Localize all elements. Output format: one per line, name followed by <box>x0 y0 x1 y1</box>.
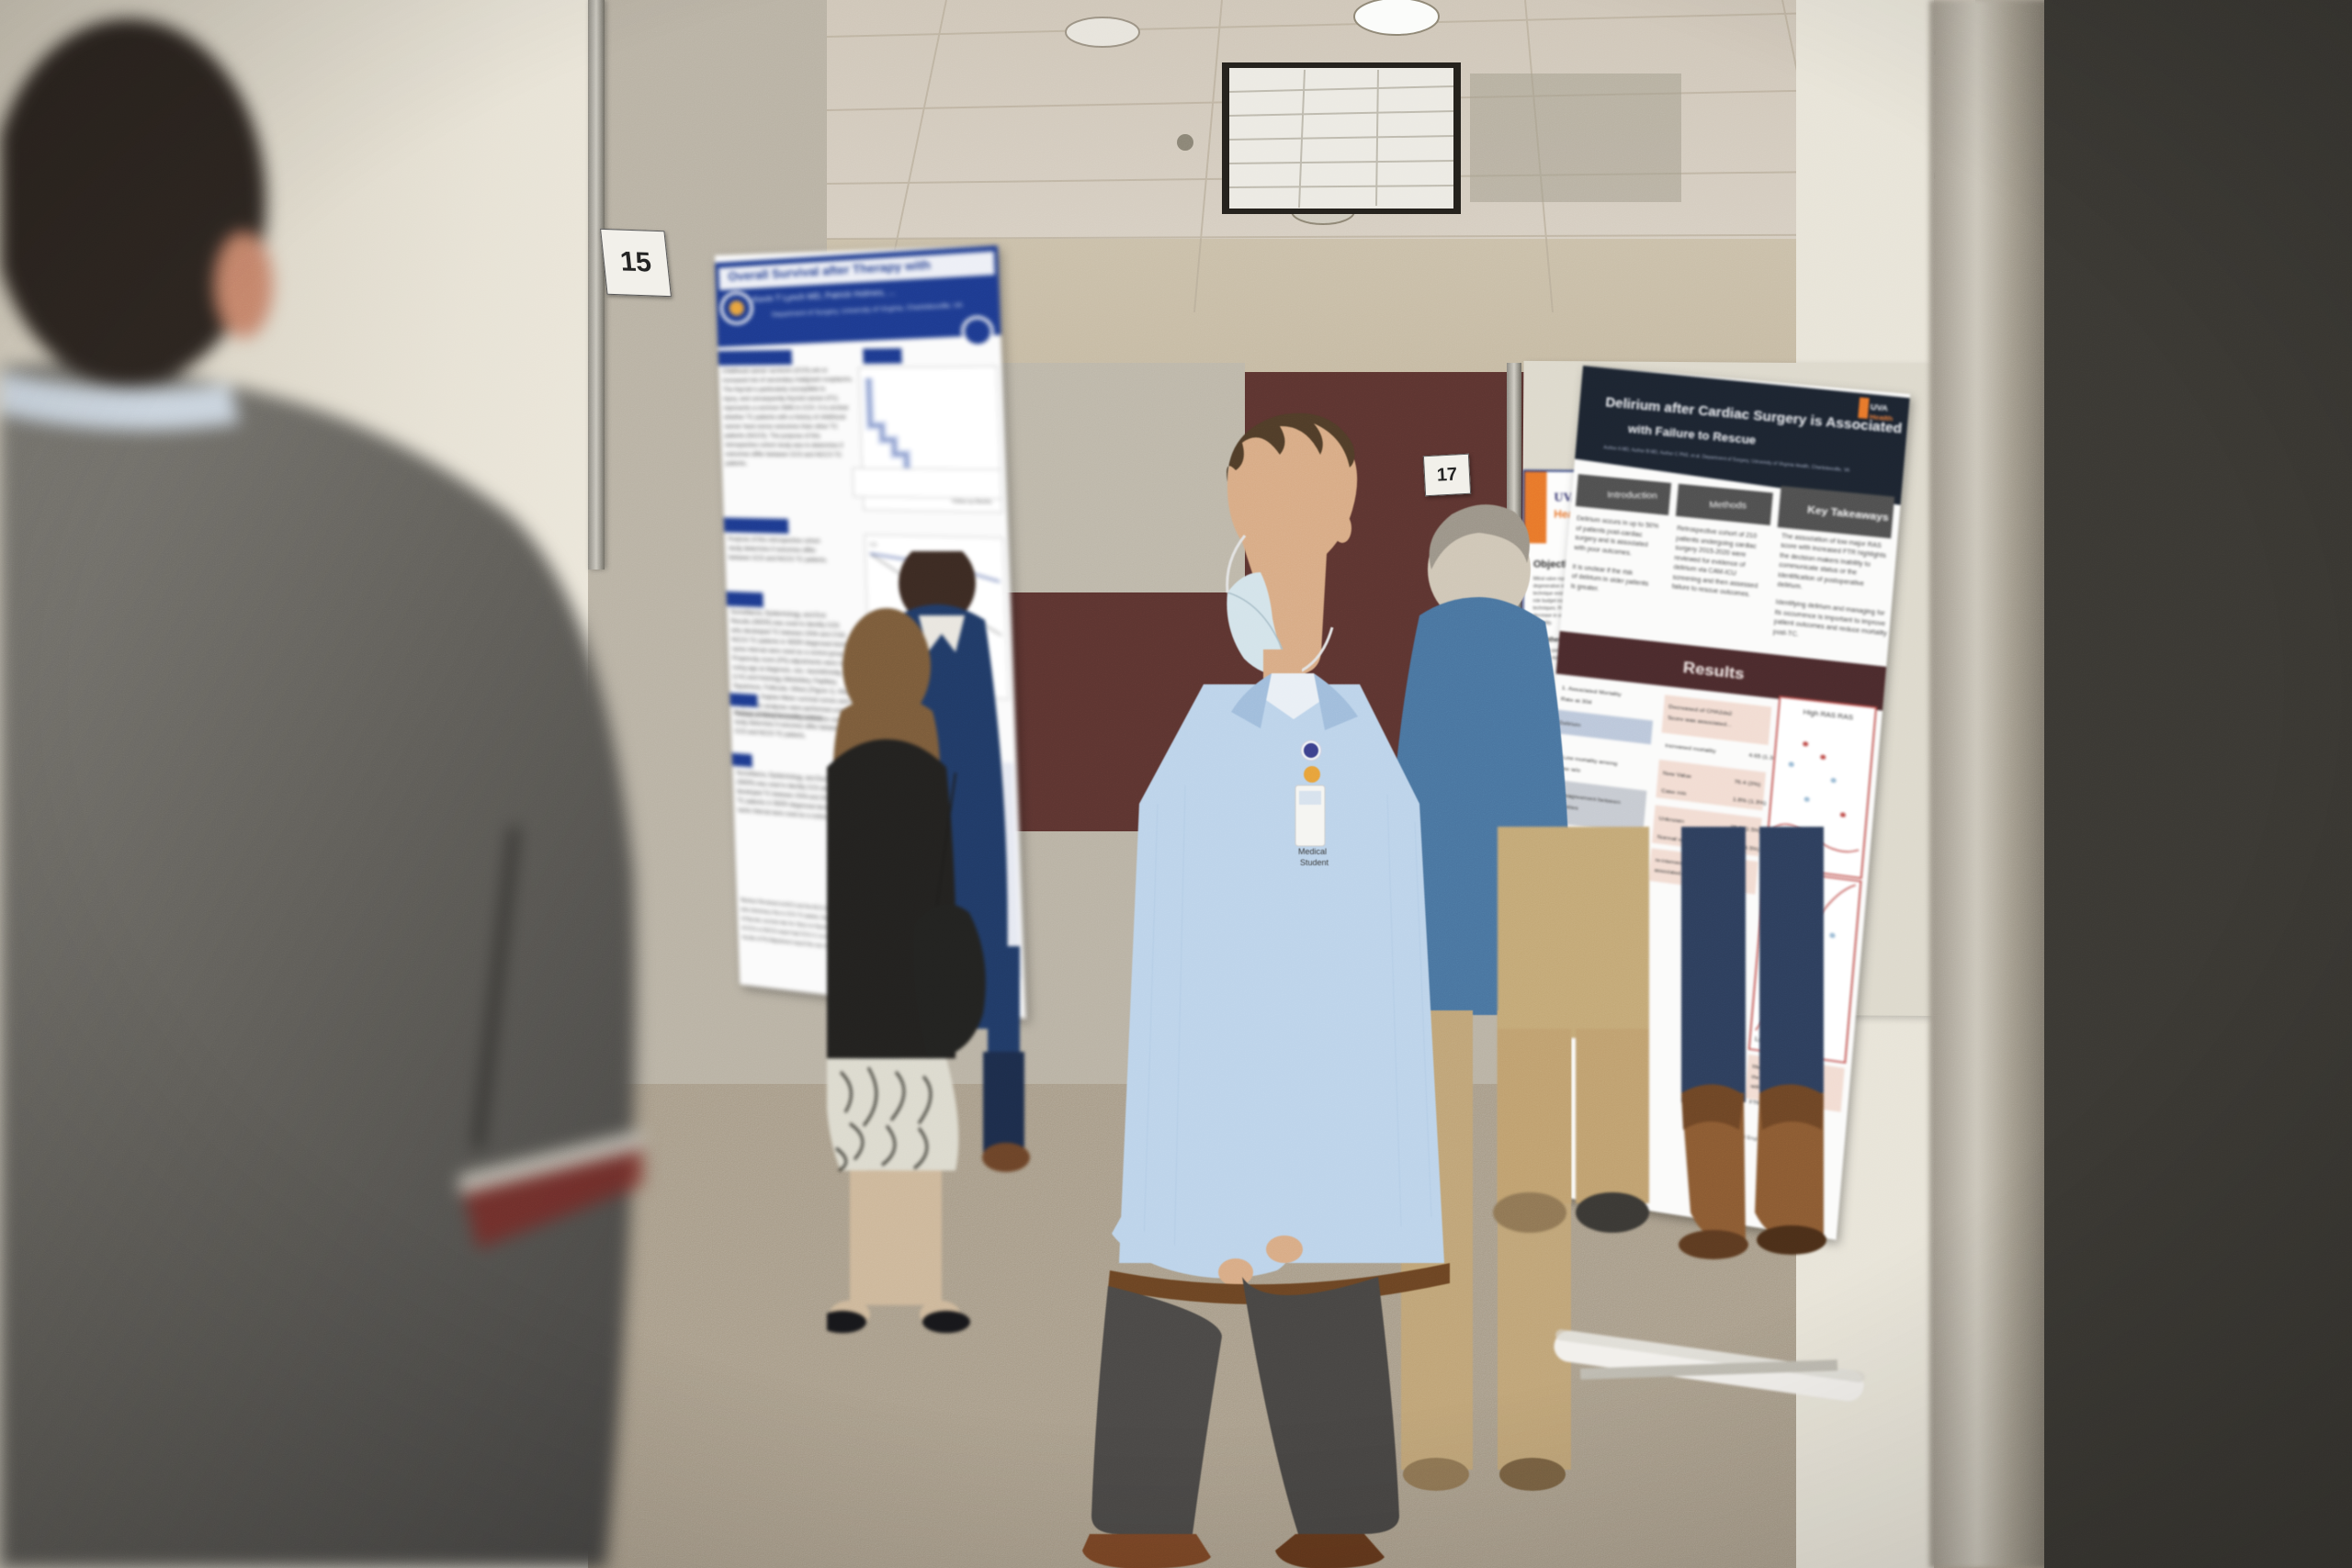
svg-text:Follow-up Months: Follow-up Months <box>952 499 992 505</box>
svg-text:injury, and consequently thyro: injury, and consequently thyroid cancer … <box>723 395 838 402</box>
svg-text:Student: Student <box>1300 858 1329 867</box>
svg-text:The thyroid is particularly su: The thyroid is particularly susceptible … <box>723 386 826 393</box>
svg-text:outcomes differ between CCS an: outcomes differ between CCS and NCCS TC <box>725 451 842 458</box>
svg-text:Methods: Methods <box>1709 501 1747 511</box>
svg-text:cancer have worse outcomes tha: cancer have worse outcomes than other TC <box>724 423 838 430</box>
svg-text:UVA: UVA <box>1870 402 1888 413</box>
svg-text:patients (NCCS). The purpose o: patients (NCCS). The purpose of this <box>725 433 820 439</box>
svg-text:patients.: patients. <box>726 460 748 467</box>
svg-text:increased risk of secondary ma: increased risk of secondary malignant ne… <box>723 377 854 384</box>
svg-text:represents a common SMN in CCS: represents a common SMN in CCS. It is un… <box>724 405 849 412</box>
svg-text:Introduction: Introduction <box>1607 491 1657 502</box>
svg-text:whether TC patients with a his: whether TC patients with a history of ch… <box>723 414 846 421</box>
svg-text:Childhood cancer survivors (CC: Childhood cancer survivors (CCS) are at <box>722 367 828 375</box>
svg-text:retrospective cohort study was: retrospective cohort study was to determ… <box>725 442 843 449</box>
svg-text:Medical: Medical <box>1298 847 1327 856</box>
svg-text:1.0: 1.0 <box>870 542 877 547</box>
